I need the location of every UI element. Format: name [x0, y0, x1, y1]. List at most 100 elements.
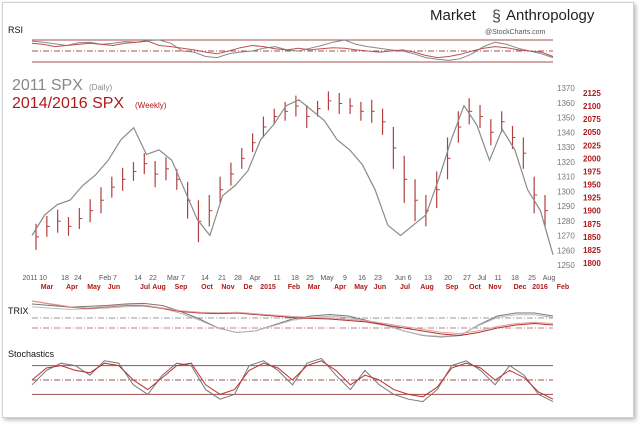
x-tick-2014: Aug — [420, 284, 434, 291]
x-tick-2011: 11 — [494, 275, 501, 282]
x-tick-2014: Aug — [152, 284, 166, 291]
x-tick-2011: 11 — [273, 275, 280, 282]
x-tick-2014: Mar — [41, 284, 54, 291]
rsi-line-2014 — [31, 40, 554, 59]
x-tick-2011: Jul — [478, 275, 487, 282]
y-tick-2011: 1330 — [557, 143, 575, 152]
y-tick-2014: 1975 — [583, 167, 601, 176]
price-line-2011 — [31, 99, 554, 255]
x-tick-2011: Jun 6 — [394, 275, 411, 282]
y-tick-2014: 2075 — [583, 115, 601, 124]
trix-panel — [31, 300, 554, 338]
y-tick-2014: 2050 — [583, 128, 601, 137]
y-tick-2011: 1250 — [557, 261, 575, 270]
trix-signal-2014 — [31, 300, 554, 335]
y-tick-2014: 1850 — [583, 233, 601, 242]
y-tick-2014: 2000 — [583, 154, 601, 163]
x-tick-2011: Mar 7 — [167, 275, 185, 282]
legend-2011: 2011 SPX — [12, 77, 83, 94]
y-tick-2011: 1360 — [557, 99, 575, 108]
y-tick-2014: 2125 — [583, 89, 601, 98]
trix-signal-2011 — [31, 305, 554, 337]
x-tick-2011: 14 — [201, 275, 209, 282]
x-tick-2014: De — [244, 284, 253, 291]
y-tick-2011: 1290 — [557, 202, 575, 211]
y-tick-2014: 1800 — [583, 259, 601, 268]
y-tick-2011: 1340 — [557, 128, 575, 137]
x-tick-2011: 9 — [343, 275, 347, 282]
legend-2011-sub: (Daily) — [89, 83, 112, 92]
y-tick-2011: 1370 — [557, 84, 575, 93]
x-tick-2014: Nov — [221, 284, 234, 291]
y-tick-2014: 1825 — [583, 246, 601, 255]
rsi-panel — [31, 39, 554, 63]
x-tick-2014: Oct — [201, 284, 213, 291]
brand-left: Market — [430, 7, 477, 24]
stoch-line-2011 — [31, 357, 554, 403]
x-tick-2014: Feb — [557, 284, 569, 291]
trix-title: TRIX — [8, 306, 29, 316]
x-tick-2011: 2011 — [22, 275, 37, 282]
x-tick-2011: 24 — [74, 275, 82, 282]
price-panel: 1370 1360 1350 1340 1330 1320 1310 1300 1290 1280… — [31, 84, 601, 270]
y-tick-2014: 2025 — [583, 141, 601, 150]
x-tick-2014: May — [87, 284, 101, 291]
x-tick-2011: 21 — [218, 275, 226, 282]
x-axis: 2011 10 18 24 Feb 7 14 22 Mar 7 14 21 28 Apr 11 18 25 M… — [22, 275, 569, 291]
x-tick-2011: Aug — [543, 275, 556, 282]
brand-right: Anthropology — [506, 7, 595, 24]
y-tick-2011: 1280 — [557, 217, 575, 226]
x-tick-2014: 2015 — [260, 284, 276, 291]
x-tick-2011: 25 — [528, 275, 536, 282]
x-tick-2014: Sep — [446, 284, 459, 291]
x-tick-2014: Oct — [469, 284, 481, 291]
rsi-title: RSI — [8, 25, 23, 35]
y-tick-2014: 1950 — [583, 181, 601, 190]
x-tick-2011: 18 — [511, 275, 519, 282]
stochastics-panel — [31, 357, 554, 403]
x-tick-2011: 28 — [234, 275, 242, 282]
y-tick-2014: 1900 — [583, 207, 601, 216]
stoch-line-2014 — [31, 360, 554, 400]
legend-2014: 2014/2016 SPX — [12, 95, 124, 112]
x-tick-2011: Apr — [250, 275, 262, 282]
x-tick-2011: 18 — [291, 275, 299, 282]
chart-frame — [2, 2, 634, 418]
x-tick-2014: May — [354, 284, 368, 291]
x-tick-2014: Dec — [514, 284, 527, 291]
x-tick-2011: 20 — [444, 275, 452, 282]
y-tick-2011: 1310 — [557, 173, 575, 182]
rsi-line-2011 — [31, 39, 554, 61]
brand-logo: Market § Anthropology @StockCharts.com — [430, 7, 595, 36]
credit: @StockCharts.com — [485, 29, 546, 36]
x-tick-2014: Jul — [400, 284, 410, 291]
x-tick-2014: 2016 — [532, 284, 548, 291]
x-tick-2014: Apr — [66, 284, 78, 291]
y-tick-2011: 1320 — [557, 158, 575, 167]
x-tick-2014: Apr — [334, 284, 346, 291]
legend-2014-sub: (Weekly) — [135, 101, 167, 110]
x-tick-2014: Nov — [488, 284, 501, 291]
y-tick-2011: 1270 — [557, 232, 575, 241]
x-tick-2011: 13 — [424, 275, 432, 282]
x-tick-2011: 14 — [134, 275, 142, 282]
x-tick-2014: Jun — [108, 284, 120, 291]
dna-icon: § — [492, 8, 501, 25]
y-tick-2011: 1300 — [557, 187, 575, 196]
x-tick-2011: 22 — [149, 275, 157, 282]
y-tick-2011: 1350 — [557, 114, 575, 123]
y-tick-2014: 1925 — [583, 194, 601, 203]
x-tick-2011: 16 — [358, 275, 366, 282]
x-tick-2014: Jul — [140, 284, 150, 291]
x-tick-2011: May — [320, 275, 334, 282]
x-tick-2011: 27 — [463, 275, 471, 282]
x-tick-2011: 23 — [374, 275, 382, 282]
x-tick-2014: Mar — [308, 284, 321, 291]
x-tick-2014: Sep — [175, 284, 188, 291]
x-tick-2014: Jun — [374, 284, 386, 291]
y-tick-2014: 1875 — [583, 220, 601, 229]
y-tick-2011: 1260 — [557, 246, 575, 255]
x-tick-2011: 25 — [306, 275, 314, 282]
x-tick-2011: 10 — [39, 275, 47, 282]
